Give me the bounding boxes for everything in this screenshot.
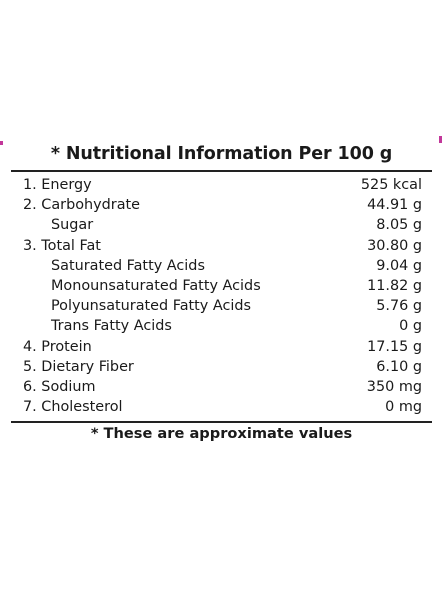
nutrient-value: 5.76 g (376, 298, 422, 315)
nutrient-row-protein: 4. Protein 17.15 g (11, 337, 432, 357)
nutrient-label: 4. Protein (23, 338, 92, 355)
nutrient-value: 11.82 g (367, 277, 422, 294)
nutrient-row-polyunsaturated-fat: Polyunsaturated Fatty Acids 5.76 g (11, 296, 432, 316)
nutrient-label: 5. Dietary Fiber (23, 358, 134, 375)
footnote: * These are approximate values (90, 425, 353, 442)
nutrient-label: 3. Total Fat (23, 237, 101, 254)
nutrient-label: Sugar (51, 217, 94, 234)
nutrient-row-dietary-fiber: 5. Dietary Fiber 6.10 g (11, 357, 432, 377)
nutrient-row-saturated-fat: Saturated Fatty Acids 9.04 g (11, 256, 432, 276)
nutrient-value: 17.15 g (367, 338, 422, 355)
title-divider (11, 170, 432, 172)
nutrient-value: 525 kcal (360, 177, 422, 193)
nutrient-label: Saturated Fatty Acids (51, 257, 205, 274)
nutrient-value: 350 mg (366, 378, 422, 395)
accent-mark-right (439, 136, 442, 143)
nutrient-value: 6.10 g (376, 358, 422, 375)
nutrient-label: 6. Sodium (23, 378, 96, 395)
nutrient-value: 9.04 g (376, 257, 422, 274)
nutrient-value: 0 mg (385, 399, 422, 416)
nutrition-rows: 1. Energy 525 kcal 2. Carbohydrate 44.91… (11, 175, 432, 417)
nutrient-value: 44.91 g (367, 197, 422, 214)
nutrient-label: 7. Cholesterol (23, 399, 123, 416)
nutrient-row-total-fat: 3. Total Fat 30.80 g (11, 236, 432, 256)
nutrient-label: Polyunsaturated Fatty Acids (51, 298, 252, 315)
nutrient-row-carbohydrate: 2. Carbohydrate 44.91 g (11, 195, 432, 215)
nutrient-label: 1. Energy (23, 177, 92, 193)
nutrient-label: Trans Fatty Acids (51, 318, 172, 335)
nutrient-row-energy: 1. Energy 525 kcal (11, 175, 432, 195)
nutrient-value: 0 g (399, 318, 422, 335)
nutrient-row-monounsaturated-fat: Monounsaturated Fatty Acids 11.82 g (11, 276, 432, 296)
footnote-divider (11, 421, 432, 423)
nutrient-value: 8.05 g (376, 217, 422, 234)
nutrient-label: Monounsaturated Fatty Acids (51, 277, 261, 294)
nutrient-label: 2. Carbohydrate (23, 197, 141, 214)
nutrient-row-trans-fat: Trans Fatty Acids 0 g (11, 316, 432, 336)
nutrient-value: 30.80 g (367, 237, 422, 254)
nutrient-row-sugar: Sugar 8.05 g (11, 215, 432, 235)
nutrient-row-cholesterol: 7. Cholesterol 0 mg (11, 397, 432, 417)
nutrition-title: * Nutritional Information Per 100 g (50, 144, 393, 164)
nutrient-row-sodium: 6. Sodium 350 mg (11, 377, 432, 397)
nutrition-panel: * Nutritional Information Per 100 g 1. E… (11, 138, 432, 451)
accent-mark-left (0, 141, 3, 145)
